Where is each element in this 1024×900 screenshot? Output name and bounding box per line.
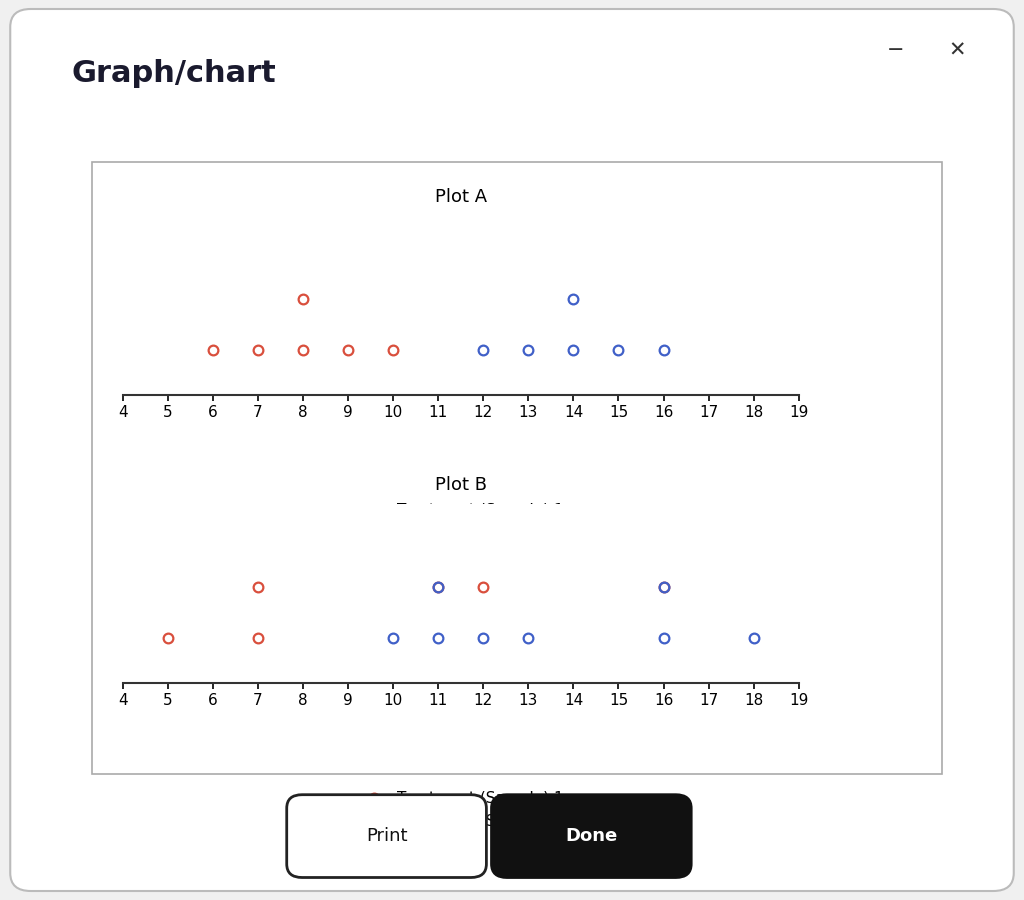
Legend: Treatment (Sample) 1, Treatment (Sample) 2: Treatment (Sample) 1, Treatment (Sample)… [352,497,569,546]
Text: Done: Done [565,827,618,845]
Legend: Treatment (Sample) 1, Treatment (Sample) 2: Treatment (Sample) 1, Treatment (Sample)… [352,785,569,834]
Title: Plot B: Plot B [435,476,486,494]
Text: Graph/chart: Graph/chart [72,58,276,87]
Title: Plot A: Plot A [435,188,486,206]
Text: ✕: ✕ [948,40,967,60]
FancyBboxPatch shape [492,795,691,878]
Text: Print: Print [367,827,408,845]
Text: −: − [887,40,905,60]
FancyBboxPatch shape [287,795,486,878]
